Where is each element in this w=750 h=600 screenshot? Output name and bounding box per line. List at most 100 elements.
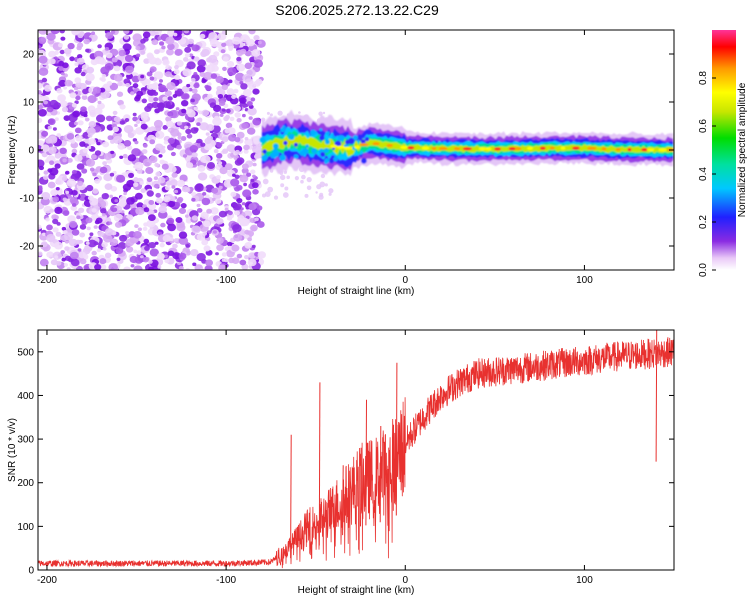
noise-blob xyxy=(215,88,226,98)
noise-blob xyxy=(236,63,246,72)
noise-blob xyxy=(159,41,165,46)
noise-blob xyxy=(205,85,212,91)
noise-blob xyxy=(142,143,148,148)
noise-blob xyxy=(114,199,119,203)
noise-blob xyxy=(119,234,128,242)
noise-blob xyxy=(207,162,215,169)
noise-blob xyxy=(273,195,279,200)
noise-blob xyxy=(77,248,82,252)
snr-y-tick-label: 400 xyxy=(17,391,34,402)
noise-blob xyxy=(99,258,107,265)
noise-blob xyxy=(67,158,73,163)
noise-blob xyxy=(58,66,64,71)
noise-blob xyxy=(61,106,69,113)
noise-blob xyxy=(79,258,87,265)
spectrogram-x-tick-label: -200 xyxy=(37,275,57,286)
noise-blob xyxy=(199,33,206,39)
noise-blob xyxy=(135,126,145,135)
signal-hotspot xyxy=(494,147,502,151)
noise-blob xyxy=(230,191,237,197)
noise-blob xyxy=(161,163,169,170)
noise-blob xyxy=(167,223,177,232)
noise-blob xyxy=(140,114,148,122)
noise-blob xyxy=(77,42,84,48)
noise-blob xyxy=(250,169,256,175)
noise-blob xyxy=(227,67,237,76)
snr-spike xyxy=(365,399,367,526)
noise-blob xyxy=(257,251,266,259)
noise-blob xyxy=(172,94,178,98)
noise-blob xyxy=(117,81,123,87)
noise-blob xyxy=(196,138,203,145)
noise-blob xyxy=(225,114,230,120)
noise-blob xyxy=(175,217,183,223)
noise-blob xyxy=(178,231,188,239)
noise-blob xyxy=(86,66,95,74)
noise-blob xyxy=(252,162,257,167)
snr-series xyxy=(38,330,674,569)
snr-line xyxy=(38,337,674,569)
noise-blob xyxy=(218,161,223,165)
signal-speckle xyxy=(326,131,330,135)
noise-blob xyxy=(193,106,199,111)
noise-blob xyxy=(244,137,249,141)
noise-blob xyxy=(241,202,246,206)
noise-blob xyxy=(171,172,178,178)
noise-blob xyxy=(241,163,249,170)
noise-blob xyxy=(71,102,77,108)
noise-blob xyxy=(162,234,171,242)
noise-blob xyxy=(132,83,139,89)
noise-blob xyxy=(122,153,128,159)
noise-blob xyxy=(226,61,235,68)
signal-hotspot xyxy=(354,145,360,149)
noise-blob xyxy=(304,193,309,198)
noise-blob xyxy=(221,252,227,257)
noise-blob xyxy=(83,38,90,45)
noise-blob xyxy=(43,175,49,181)
noise-blob xyxy=(143,58,150,64)
noise-blob xyxy=(232,36,242,45)
noise-blob xyxy=(328,192,332,196)
noise-blob xyxy=(186,83,191,88)
noise-blob xyxy=(154,162,160,167)
noise-blob xyxy=(103,153,112,160)
snr-spike xyxy=(290,434,292,559)
noise-blob xyxy=(174,65,179,70)
noise-blob xyxy=(216,142,223,148)
noise-blob xyxy=(185,244,190,248)
noise-blob xyxy=(154,183,160,189)
noise-blob xyxy=(79,224,87,230)
noise-blob xyxy=(94,264,102,270)
signal-hotspot xyxy=(572,146,580,150)
noise-blob xyxy=(38,37,47,44)
noise-blob xyxy=(242,189,252,198)
noise-blob xyxy=(47,168,53,173)
noise-blob xyxy=(221,136,229,143)
noise-blob xyxy=(234,203,242,211)
noise-blob xyxy=(224,128,231,134)
noise-blob xyxy=(177,135,182,140)
noise-blob xyxy=(187,110,196,118)
noise-blob xyxy=(231,94,237,100)
noise-blob xyxy=(97,44,102,49)
noise-blob xyxy=(181,186,190,193)
noise-blob xyxy=(244,255,249,260)
signal-hotspot xyxy=(601,147,607,151)
noise-blob xyxy=(164,90,172,97)
noise-blob xyxy=(148,96,155,103)
noise-blob xyxy=(96,248,102,253)
noise-blob xyxy=(183,30,190,34)
noise-blob xyxy=(97,100,102,105)
noise-blob xyxy=(135,206,145,216)
noise-blob xyxy=(174,49,182,56)
noise-blob xyxy=(118,49,126,57)
noise-blob xyxy=(99,87,106,93)
noise-blob xyxy=(49,208,54,213)
noise-blob xyxy=(49,160,55,165)
noise-blob xyxy=(119,155,124,159)
noise-blob xyxy=(242,74,252,82)
noise-blob xyxy=(68,238,78,247)
noise-blob xyxy=(131,148,141,157)
noise-blob xyxy=(223,258,229,263)
noise-blob xyxy=(38,109,47,117)
